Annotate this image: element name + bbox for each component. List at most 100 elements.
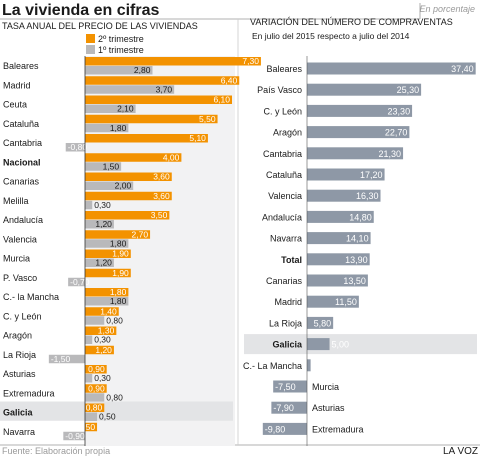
- left-category-label-canarias: Canarias: [3, 177, 40, 187]
- right-category-label-c-y-leon: C. y León: [263, 106, 302, 116]
- bar-2t-c-y-leon: [85, 307, 119, 316]
- left-chart: TASA ANUAL DEL PRECIO DE LAS VIVIENDAS 2…: [0, 21, 261, 446]
- left-category-label-asturias: Asturias: [3, 369, 36, 379]
- bar-1t-nacional: [85, 162, 122, 171]
- bar-pais-vasco: [307, 83, 422, 96]
- bar-1t-p-vasco: [68, 277, 85, 287]
- bar-2t-melilla: [85, 191, 172, 201]
- bar-2t-cataluna: [85, 114, 218, 124]
- left-category-label-cantabria: Cantabria: [3, 138, 42, 148]
- left-category-label-galicia: Galicia: [3, 408, 34, 418]
- legend: 2º trimestre 1º trimestre: [86, 34, 144, 55]
- right-category-label-pais-vasco: País Vasco: [257, 85, 302, 95]
- bar-2t-extremadura: [85, 384, 107, 393]
- left-chart-title: TASA ANUAL DEL PRECIO DE LAS VIVIENDAS: [2, 21, 198, 31]
- bar-1t-baleares: [85, 66, 153, 75]
- bar-1t-madrid: [85, 85, 175, 94]
- value-label-aragon: 22,70: [385, 128, 408, 138]
- legend-label-2t: 2º trimestre: [98, 34, 144, 44]
- value-label-total: 13,90: [345, 255, 368, 265]
- right-category-label-andalucia: Andalucía: [262, 212, 302, 222]
- bar-1t-melilla: [85, 200, 93, 210]
- right-category-label-murcia: Murcia: [312, 382, 339, 392]
- bar-madrid: [307, 295, 359, 308]
- left-category-label-andalucia: Andalucía: [3, 215, 43, 225]
- value-label-madrid: 11,50: [335, 297, 357, 307]
- label-2t-canarias: 3,60: [153, 172, 170, 182]
- bar-c-la-mancha: [307, 359, 311, 372]
- bar-1t-murcia: [85, 258, 114, 267]
- bar-la-rioja: [307, 316, 334, 329]
- frame: [0, 3, 480, 446]
- value-label-extremadura: -9,80: [265, 424, 286, 434]
- value-label-la-rioja: 5,80: [314, 318, 332, 328]
- label-2t-asturias: 0,90: [88, 364, 105, 374]
- bar-cantabria: [307, 147, 404, 160]
- bar-2t-canarias: [85, 172, 172, 181]
- bar-canarias: [307, 274, 368, 287]
- right-category-label-aragon: Aragón: [273, 128, 302, 138]
- bar-2t-nacional: [85, 153, 182, 162]
- label-2t-baleares: 7,30: [242, 56, 259, 66]
- label-2t-cantabria: 5,10: [189, 133, 206, 143]
- label-2t-melilla: 3,60: [153, 191, 170, 201]
- right-category-label-cataluna: Cataluña: [266, 170, 302, 180]
- right-chart-subtitle: En julio del 2015 respecto a julio del 2…: [252, 31, 410, 41]
- label-2t-andalucia: 3,50: [151, 210, 168, 220]
- label-1t-andalucia: 1,20: [95, 219, 112, 229]
- value-label-murcia: -7,50: [275, 382, 296, 392]
- label-2t-cataluna: 5,50: [199, 114, 216, 124]
- label-1t-la-rioja: -1,50: [51, 354, 71, 364]
- legend-swatch-1t: [86, 45, 95, 54]
- value-label-asturias: -7,90: [273, 403, 294, 413]
- bar-1t-la-rioja: [48, 354, 85, 364]
- left-category-label-cataluna: Cataluña: [3, 119, 39, 129]
- label-1t-ceuta: 2,10: [117, 104, 134, 114]
- bar-2t-baleares: [85, 57, 261, 66]
- bar-c-y-leon: [307, 104, 413, 117]
- bar-asturias: [271, 401, 307, 414]
- right-category-label-valencia: Valencia: [268, 191, 302, 201]
- label-2t-galicia: 0,80: [86, 403, 103, 413]
- bar-2t-cantabria: [85, 134, 208, 143]
- value-label-andalucia: 14,80: [349, 212, 372, 222]
- brand-logo: LA VOZ: [443, 446, 478, 457]
- bar-total: [307, 253, 370, 266]
- bar-2t-navarra: [85, 422, 98, 432]
- row-highlight-galicia: [0, 401, 233, 421]
- right-category-label-baleares: Baleares: [266, 64, 302, 74]
- bar-2t-asturias: [85, 365, 107, 374]
- label-2t-madrid: 6,40: [221, 75, 238, 85]
- left-category-label-baleares: Baleares: [3, 61, 39, 71]
- bar-extremadura: [262, 422, 307, 435]
- value-label-navarra: 14,10: [346, 234, 369, 244]
- bar-1t-cantabria: [65, 143, 85, 152]
- unit-note: En porcentaje: [419, 4, 475, 14]
- label-1t-valencia: 1,80: [110, 238, 127, 248]
- right-chart-title: VARIACIÓN DEL NÚMERO DE COMPRAVENTAS: [250, 17, 453, 27]
- label-2t-la-rioja: 1,20: [95, 345, 112, 355]
- left-category-label-navarra: Navarra: [3, 427, 35, 437]
- bar-andalucia: [307, 210, 374, 223]
- label-2t-extremadura: 0,90: [88, 383, 105, 393]
- label-1t-melilla: 0,30: [94, 200, 111, 210]
- bar-aragon: [307, 126, 410, 139]
- page-title: La vivienda en cifras: [2, 2, 160, 19]
- right-category-label-extremadura: Extremadura: [312, 424, 364, 434]
- right-category-label-cantabria: Cantabria: [263, 149, 302, 159]
- label-1t-asturias: 0,30: [94, 373, 111, 383]
- label-1t-c-y-leon: 0,80: [106, 315, 123, 325]
- bar-1t-ceuta: [85, 104, 136, 113]
- left-category-label-c-la-mancha: C.- la Mancha: [3, 292, 59, 302]
- bar-2t-andalucia: [85, 211, 170, 220]
- legend-label-1t: 1º trimestre: [98, 45, 144, 55]
- value-label-cantabria: 21,30: [379, 149, 402, 159]
- left-category-label-ceuta: Ceuta: [3, 100, 27, 110]
- bar-2t-c-la-mancha: [85, 288, 129, 297]
- label-2t-ceuta: 6,10: [213, 95, 230, 105]
- label-1t-nacional: 1,50: [103, 161, 120, 171]
- bar-2t-valencia: [85, 230, 151, 239]
- source-note: Fuente: Elaboración propia: [2, 446, 110, 456]
- label-1t-galicia: 0,50: [99, 412, 116, 422]
- label-1t-canarias: 2,00: [115, 181, 132, 191]
